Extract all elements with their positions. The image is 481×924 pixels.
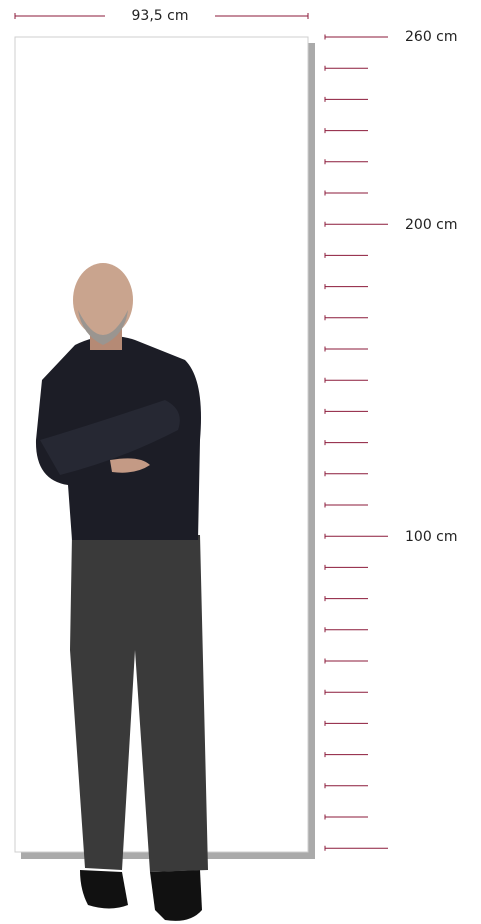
ruler bbox=[325, 35, 388, 851]
scale-label: 260 cm bbox=[405, 29, 458, 45]
shoe bbox=[80, 870, 128, 909]
page: 93,5 cm 260 cm 200 cm 100 cm (() => { co… bbox=[0, 0, 481, 924]
head bbox=[73, 263, 133, 337]
scale-label: 100 cm bbox=[405, 529, 458, 545]
scale-label: 200 cm bbox=[405, 217, 458, 233]
width-label: 93,5 cm bbox=[132, 8, 189, 24]
size-diagram: 93,5 cm 260 cm 200 cm 100 cm bbox=[0, 0, 481, 924]
shoe bbox=[150, 870, 202, 921]
